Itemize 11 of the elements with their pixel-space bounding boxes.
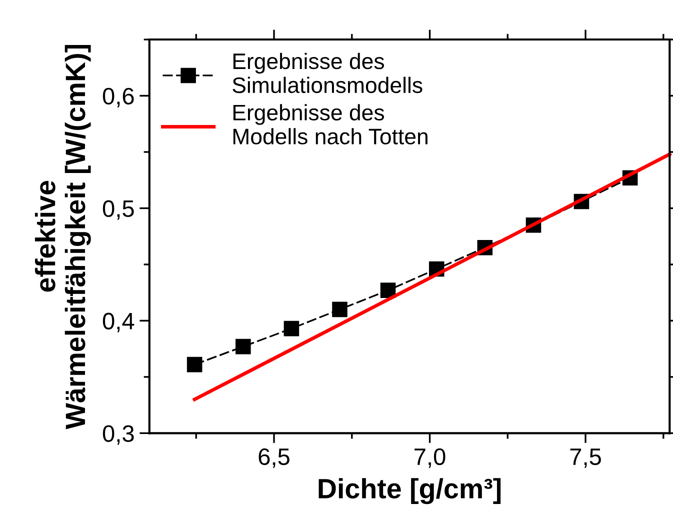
- legend-label: Ergebnisse des Modells nach Totten: [233, 104, 428, 144]
- y-axis-title: effektive Wärmeleitfähigkeit [W/(cmK)]: [34, 44, 91, 430]
- legend-label: Ergebnisse des Simulationsmodells: [232, 52, 422, 94]
- y-tick-label: 0,3: [102, 425, 134, 445]
- x-tick-label: 6,5: [258, 448, 290, 468]
- y-tick-label: 0,4: [102, 312, 134, 332]
- x-tick-label: 7,0: [414, 448, 446, 468]
- x-axis-title: Dichte [g/cm³]: [318, 478, 501, 504]
- y-tick-label: 0,5: [102, 200, 134, 220]
- x-tick-label: 7,5: [570, 448, 601, 468]
- y-tick-label: 0,6: [102, 88, 134, 108]
